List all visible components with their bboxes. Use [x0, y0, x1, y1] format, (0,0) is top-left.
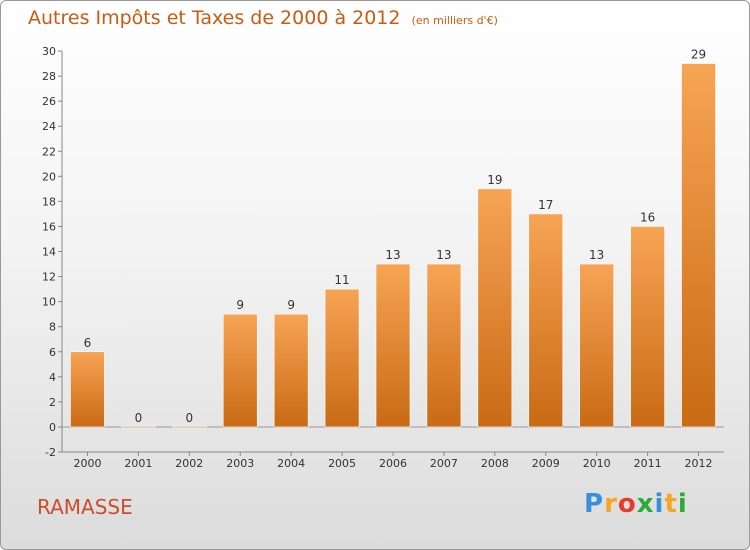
bar: [273, 313, 309, 428]
y-tick-label: 6: [49, 346, 56, 359]
y-tick-label: 22: [42, 145, 56, 158]
bar-value-label: 0: [185, 411, 193, 425]
brand-logo: Proxiti: [584, 489, 688, 519]
bar: [375, 263, 411, 428]
y-tick-label: 30: [42, 45, 56, 58]
y-tick-label: 10: [42, 296, 56, 309]
y-tick-label: 14: [42, 246, 56, 259]
y-tick-label: 0: [49, 421, 56, 434]
bar: [324, 288, 360, 428]
x-tick-label: 2012: [685, 457, 713, 470]
brand-letter: o: [617, 489, 637, 519]
bar: [528, 213, 564, 428]
bar: [172, 425, 207, 428]
bar: [681, 63, 716, 428]
x-tick-label: 2006: [379, 457, 407, 470]
bar-value-label: 17: [538, 198, 553, 212]
brand-letter: t: [664, 489, 678, 519]
bar-value-label: 13: [385, 248, 400, 262]
bar: [579, 263, 614, 428]
bar-value-label: 6: [84, 336, 92, 350]
y-tick-label: -2: [45, 446, 56, 459]
bars: [70, 63, 716, 428]
brand-letter: x: [636, 489, 655, 519]
x-tick-label: 2008: [481, 457, 509, 470]
bar-value-label: 9: [287, 298, 295, 312]
chart-unit: (en milliers d'€): [411, 14, 498, 27]
bar-value-label: 13: [589, 248, 604, 262]
brand-letter: r: [604, 489, 618, 519]
bar-value-label: 13: [436, 248, 451, 262]
x-tick-label: 2009: [532, 457, 560, 470]
brand-letter: i: [677, 489, 688, 519]
bar: [426, 263, 462, 428]
x-tick-label: 2003: [226, 457, 254, 470]
x-tick-label: 2002: [175, 457, 203, 470]
bar-value-label: 16: [640, 210, 655, 224]
x-tick-label: 2004: [277, 457, 305, 470]
brand-letter: P: [584, 489, 605, 519]
y-tick-label: 18: [42, 195, 56, 208]
y-tick-label: 2: [49, 396, 56, 409]
y-tick-label: 24: [42, 120, 56, 133]
data-labels: 6 0 0 9 9 11 13 13 19 17 13 16 29: [84, 48, 707, 425]
bar-value-label: 9: [236, 298, 244, 312]
y-tick-label: 16: [42, 220, 56, 233]
bar-value-label: 11: [334, 273, 349, 287]
bar-value-label: 19: [487, 173, 502, 187]
y-tick-label: 8: [49, 321, 56, 334]
x-tick-label: 2007: [430, 457, 458, 470]
x-tick-label: 2011: [634, 457, 662, 470]
y-tick-label: 4: [49, 371, 56, 384]
commune-name: RAMASSE: [37, 495, 133, 519]
x-tick-label: 2000: [73, 457, 101, 470]
bar: [477, 188, 513, 428]
x-tick-label: 2005: [328, 457, 356, 470]
chart-title: Autres Impôts et Taxes de 2000 à 2012: [28, 7, 401, 29]
bar-value-label: 0: [135, 411, 143, 425]
bar: [630, 226, 665, 428]
x-tick-label: 2010: [583, 457, 611, 470]
y-tick-label: 12: [42, 271, 56, 284]
y-tick-label: 26: [42, 95, 56, 108]
bar: [70, 351, 105, 428]
x-tick-label: 2001: [124, 457, 152, 470]
y-tick-label: 20: [42, 170, 56, 183]
bar: [121, 425, 156, 428]
y-tick-label: 28: [42, 70, 56, 83]
bar-value-label: 29: [691, 48, 706, 62]
title-line: Autres Impôts et Taxes de 2000 à 2012 (e…: [28, 7, 498, 29]
bar: [222, 313, 258, 428]
brand-letter: i: [654, 489, 665, 519]
